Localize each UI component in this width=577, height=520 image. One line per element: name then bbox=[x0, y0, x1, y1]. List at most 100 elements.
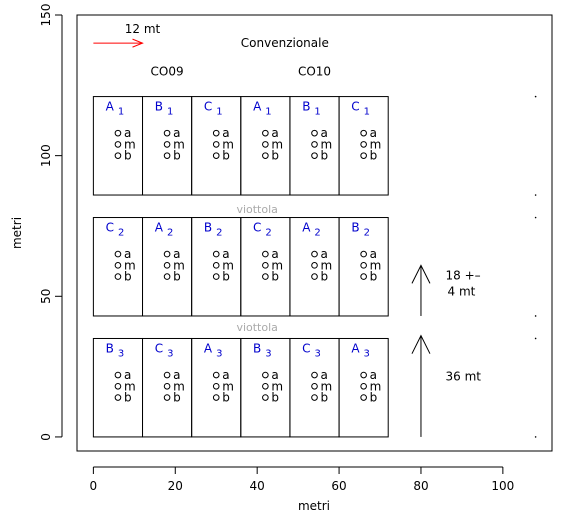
x-axis: 0 20 40 60 80 100 bbox=[90, 466, 514, 493]
sample-point bbox=[262, 394, 269, 401]
sample-point bbox=[114, 383, 122, 390]
sample-point-label: b bbox=[321, 391, 329, 405]
y-tick-label: 50 bbox=[39, 289, 53, 304]
y-tick-label: 0 bbox=[39, 433, 53, 441]
sample-point bbox=[360, 250, 367, 258]
sample-point bbox=[163, 152, 171, 159]
sample-point bbox=[163, 383, 171, 390]
sample-point bbox=[311, 394, 318, 401]
sample-point-label: m bbox=[370, 379, 382, 393]
sample-point-label: b bbox=[222, 270, 230, 284]
sample-point-label: a bbox=[370, 247, 377, 261]
x-axis-label: metri bbox=[298, 499, 330, 513]
plot-frame bbox=[76, 14, 553, 452]
x-tick-label: 100 bbox=[491, 479, 514, 493]
sample-point-label: a bbox=[321, 368, 328, 382]
distance-label: 18 +– bbox=[446, 268, 481, 282]
sample-point-label: m bbox=[124, 258, 136, 272]
sample-point bbox=[163, 129, 171, 137]
x-tick-label: 0 bbox=[90, 479, 98, 493]
sample-point bbox=[114, 262, 122, 269]
sample-point bbox=[262, 371, 269, 379]
sample-point-label: m bbox=[321, 258, 333, 272]
sample-point-label: a bbox=[271, 247, 278, 261]
sample-point-label: m bbox=[173, 258, 185, 272]
distance-label: 4 mt bbox=[448, 284, 476, 298]
sample-point bbox=[262, 129, 269, 137]
sample-point bbox=[360, 129, 367, 137]
path-label: viottola bbox=[236, 203, 277, 216]
sample-point-label: m bbox=[271, 379, 283, 393]
edge-mark bbox=[534, 337, 537, 340]
sample-point bbox=[262, 152, 269, 159]
y-tick-label: 150 bbox=[39, 4, 53, 27]
scale-arrow-head bbox=[132, 38, 144, 48]
sample-point-label: m bbox=[321, 379, 333, 393]
sample-point bbox=[262, 141, 269, 148]
sample-point-label: a bbox=[173, 247, 180, 261]
sample-point-label: b bbox=[124, 391, 132, 405]
sample-point bbox=[311, 152, 318, 159]
sample-point-label: m bbox=[321, 137, 333, 151]
sample-point bbox=[212, 262, 220, 269]
sample-point bbox=[262, 383, 269, 390]
sample-point-label: a bbox=[370, 368, 377, 382]
group-label: CO10 bbox=[298, 64, 331, 78]
edge-mark bbox=[534, 216, 537, 219]
sample-point-label: b bbox=[124, 270, 132, 284]
sample-point-label: b bbox=[370, 391, 378, 405]
sample-point bbox=[360, 371, 367, 379]
sample-point bbox=[163, 273, 171, 280]
sample-point-label: a bbox=[222, 247, 229, 261]
sample-point bbox=[114, 129, 122, 137]
sample-point-label: b bbox=[173, 270, 181, 284]
path-label: viottola bbox=[236, 321, 277, 334]
main-title-label: Convenzionale bbox=[241, 36, 329, 50]
sample-point bbox=[311, 141, 318, 148]
sample-point bbox=[311, 371, 318, 379]
sample-point-label: a bbox=[222, 368, 229, 382]
sample-point bbox=[163, 141, 171, 148]
distance-arrow-head bbox=[411, 334, 431, 354]
sample-point bbox=[262, 250, 269, 258]
sample-point bbox=[262, 262, 269, 269]
sample-point-label: b bbox=[173, 391, 181, 405]
sample-point-label: m bbox=[173, 379, 185, 393]
sample-point-label: m bbox=[271, 258, 283, 272]
sample-point-label: m bbox=[271, 137, 283, 151]
sample-point-label: m bbox=[370, 258, 382, 272]
sample-point bbox=[212, 250, 220, 258]
distance-arrow-head bbox=[411, 264, 431, 284]
sample-point bbox=[114, 250, 122, 258]
sample-point-label: a bbox=[173, 368, 180, 382]
sample-point bbox=[212, 129, 220, 137]
sample-point bbox=[212, 273, 220, 280]
sample-point-label: a bbox=[124, 368, 131, 382]
sample-point-label: m bbox=[222, 258, 234, 272]
sample-point-label: b bbox=[271, 391, 279, 405]
sample-point-label: a bbox=[124, 247, 131, 261]
sample-point bbox=[212, 141, 220, 148]
edge-mark bbox=[534, 95, 537, 98]
annotations: Convenzionale 12 mt CO09 CO10 viottola viotto… bbox=[93, 22, 537, 438]
sample-point-label: b bbox=[321, 149, 329, 163]
group-label: CO09 bbox=[151, 64, 184, 78]
sample-point-label: m bbox=[222, 137, 234, 151]
sample-point bbox=[360, 152, 367, 159]
sample-point bbox=[311, 383, 318, 390]
sample-point bbox=[114, 152, 122, 159]
